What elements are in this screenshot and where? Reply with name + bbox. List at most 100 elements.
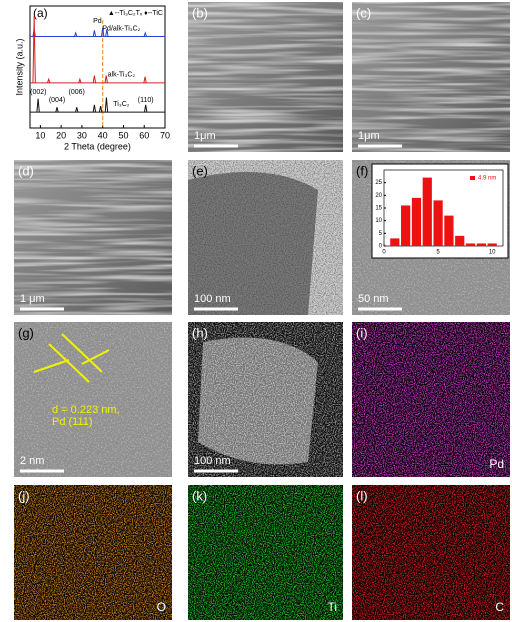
texture — [14, 160, 172, 315]
peak — [47, 77, 51, 84]
peak — [92, 104, 97, 113]
x-tick-label: 50 — [118, 130, 128, 140]
image-panel — [188, 322, 343, 477]
series-label: alk-Ti₃C₂ — [108, 72, 136, 79]
element-map — [188, 485, 343, 620]
image-panel — [14, 485, 172, 620]
texture — [352, 2, 510, 152]
histogram-bar — [422, 177, 432, 246]
scale-label: 1μm — [358, 130, 380, 142]
inset-legend: 4.9 nm — [478, 176, 496, 182]
panel-label: (g) — [18, 325, 34, 340]
peak — [104, 75, 108, 83]
x-tick-label: 30 — [77, 130, 87, 140]
scale-label: 2 nm — [20, 455, 44, 467]
lattice-note: d = 0.223 nm, — [52, 404, 120, 416]
panel-label: (f) — [356, 163, 368, 178]
x-tick-label: 60 — [139, 130, 149, 140]
scale-label: 100 nm — [194, 455, 231, 467]
panel-label: (c) — [356, 5, 371, 20]
histogram-bar — [390, 238, 400, 246]
image-panel — [14, 160, 172, 315]
peak — [143, 76, 147, 83]
panel-label: (k) — [192, 488, 207, 503]
peak — [98, 105, 103, 113]
peak — [143, 31, 147, 37]
scale-label: 1μm — [194, 130, 216, 142]
image-panel — [14, 322, 172, 477]
histogram-bar — [455, 235, 465, 246]
peak — [36, 98, 40, 113]
y-tick-label: 25 — [375, 180, 382, 186]
x-tick-label: 70 — [160, 130, 170, 140]
texture — [188, 2, 343, 152]
x-tick-label: 40 — [98, 130, 108, 140]
image-panel — [352, 322, 510, 477]
lattice-arrows — [33, 333, 110, 383]
reference-label: Pd — [93, 18, 102, 25]
peak-label: (006) — [69, 89, 85, 96]
legend-swatch — [470, 176, 475, 180]
peak-label: (002) — [30, 89, 46, 96]
element-label: Ti — [327, 600, 337, 614]
x-tick-label: 5 — [436, 250, 440, 256]
panel-label: (b) — [192, 5, 208, 20]
peak — [74, 31, 78, 37]
peak — [75, 107, 79, 113]
peak — [100, 27, 105, 37]
histogram-bar — [433, 200, 443, 246]
peak-label: (004) — [49, 97, 65, 104]
histogram-bar — [444, 215, 454, 246]
series-label: Pd/alk-Ti₃C₂ — [102, 25, 140, 32]
histogram-bar — [401, 205, 411, 246]
panel-label: (i) — [356, 325, 368, 340]
element-label: O — [157, 600, 166, 614]
y-tick-label: 5 — [379, 231, 383, 237]
panel-label: (h) — [192, 325, 208, 340]
texture — [188, 322, 343, 477]
histogram-bar — [465, 243, 476, 246]
image-panel — [188, 160, 343, 315]
x-tick-label: 20 — [56, 130, 66, 140]
peak — [92, 30, 97, 37]
panel-label: (l) — [356, 488, 368, 503]
peak — [104, 97, 109, 113]
y-tick-label: 10 — [375, 218, 382, 224]
histogram-bar — [411, 197, 422, 246]
panel-label: (d) — [18, 163, 34, 178]
x-tick-label: 10 — [35, 130, 45, 140]
peak — [78, 77, 82, 84]
plot-frame — [29, 5, 166, 129]
histogram-bar — [487, 243, 497, 246]
peak — [92, 75, 97, 83]
y-tick-label: 20 — [375, 193, 382, 199]
element-map — [352, 322, 510, 477]
x-axis-label: 2 Theta (degree) — [64, 141, 131, 151]
x-tick-label: 0 — [382, 250, 386, 256]
x-tick-label: 10 — [489, 250, 496, 256]
element-label: C — [495, 600, 504, 614]
element-map — [14, 485, 172, 620]
lattice-note: Pd (111) — [52, 416, 93, 428]
peak — [55, 107, 59, 113]
scale-label: 50 nm — [358, 293, 389, 305]
panel-label: (e) — [192, 163, 208, 178]
y-axis-label: Intensity (a.u.) — [14, 38, 24, 95]
image-panel — [352, 485, 510, 620]
peak — [143, 104, 148, 113]
series-label: Ti₃C₂ — [113, 101, 129, 108]
histogram-bar — [476, 243, 486, 246]
scale-label: 100 nm — [194, 293, 231, 305]
peak — [32, 15, 36, 83]
element-map — [352, 485, 510, 620]
scale-label: 1 μm — [20, 293, 45, 305]
texture — [188, 160, 343, 315]
peak — [105, 29, 109, 37]
image-panel — [188, 2, 343, 152]
legend: ▲--Ti₃C₂Tₓ ♦--TiC — [108, 10, 163, 17]
y-tick-label: 0 — [379, 244, 383, 250]
texture — [14, 322, 172, 477]
image-panel — [188, 485, 343, 620]
peak-label: (110) — [138, 97, 154, 104]
